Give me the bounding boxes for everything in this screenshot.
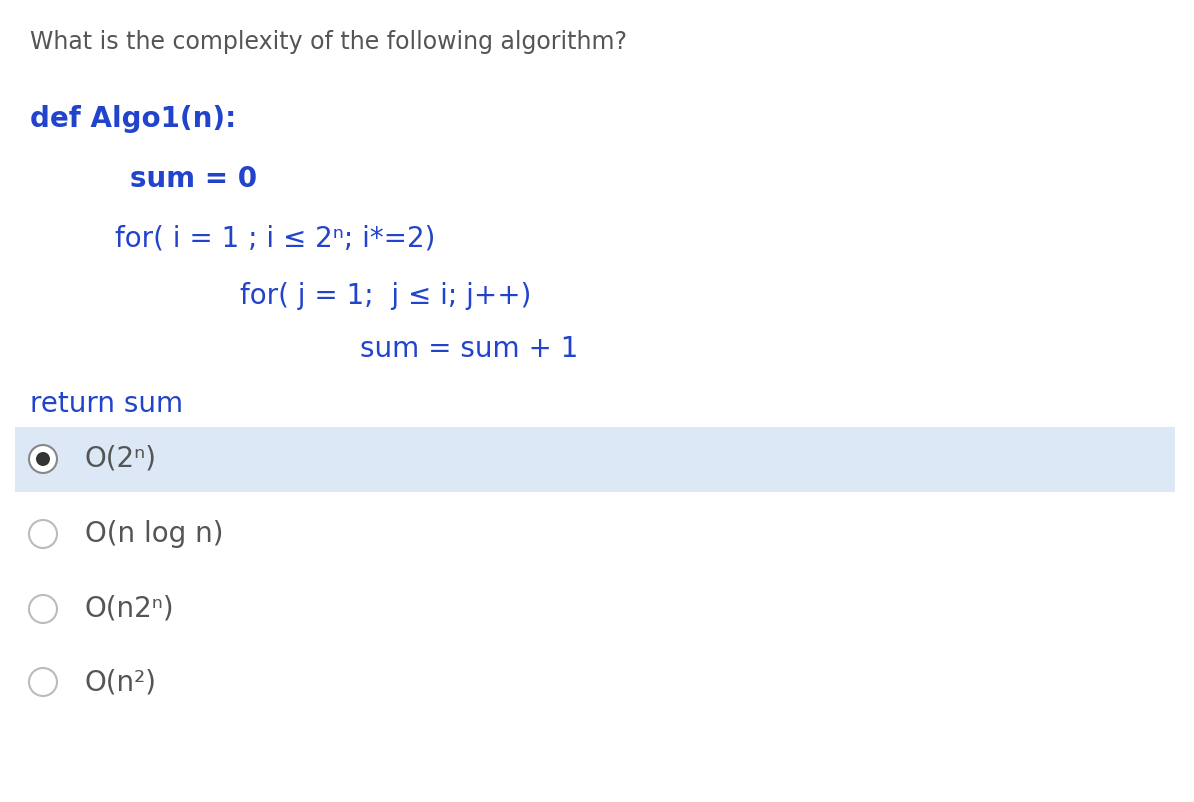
Text: return sum: return sum — [30, 390, 183, 418]
Circle shape — [36, 452, 50, 466]
Text: O(n2ⁿ): O(n2ⁿ) — [85, 595, 174, 623]
Text: O(n²): O(n²) — [85, 668, 156, 696]
Circle shape — [30, 446, 56, 472]
Text: for( i = 1 ; i ≤ 2ⁿ; i*=2): for( i = 1 ; i ≤ 2ⁿ; i*=2) — [115, 225, 436, 253]
Text: for( j = 1;  j ≤ i; j++): for( j = 1; j ≤ i; j++) — [240, 282, 531, 310]
Text: O(n log n): O(n log n) — [85, 520, 223, 548]
Text: O(2ⁿ): O(2ⁿ) — [85, 445, 156, 473]
Text: def Algo1(n):: def Algo1(n): — [30, 105, 236, 133]
Circle shape — [30, 521, 56, 547]
Text: What is the complexity of the following algorithm?: What is the complexity of the following … — [30, 30, 627, 54]
Circle shape — [30, 669, 56, 695]
Text: sum = sum + 1: sum = sum + 1 — [361, 335, 578, 363]
Circle shape — [30, 596, 56, 622]
Text: sum = 0: sum = 0 — [130, 165, 257, 193]
FancyBboxPatch shape — [16, 427, 1175, 492]
